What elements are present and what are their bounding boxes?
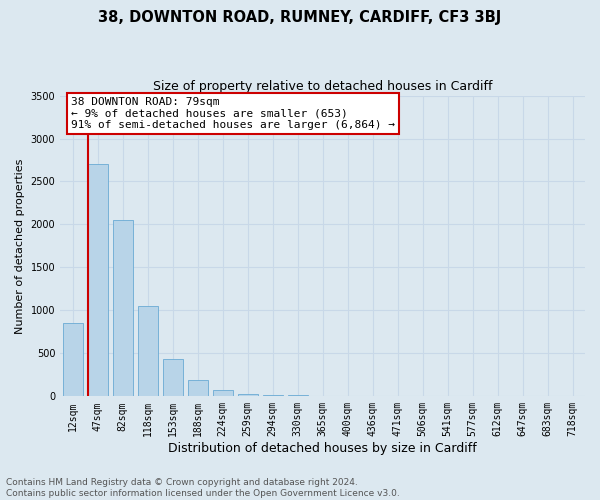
- Bar: [137, 306, 158, 396]
- Title: Size of property relative to detached houses in Cardiff: Size of property relative to detached ho…: [153, 80, 493, 93]
- Bar: [163, 360, 182, 397]
- Text: Contains HM Land Registry data © Crown copyright and database right 2024.
Contai: Contains HM Land Registry data © Crown c…: [6, 478, 400, 498]
- Bar: [88, 164, 107, 396]
- Y-axis label: Number of detached properties: Number of detached properties: [15, 158, 25, 334]
- Bar: [212, 390, 233, 396]
- Bar: [238, 394, 257, 396]
- Text: 38, DOWNTON ROAD, RUMNEY, CARDIFF, CF3 3BJ: 38, DOWNTON ROAD, RUMNEY, CARDIFF, CF3 3…: [98, 10, 502, 25]
- Bar: [62, 324, 83, 396]
- X-axis label: Distribution of detached houses by size in Cardiff: Distribution of detached houses by size …: [168, 442, 477, 455]
- Bar: [113, 220, 133, 396]
- Bar: [263, 394, 283, 396]
- Text: 38 DOWNTON ROAD: 79sqm
← 9% of detached houses are smaller (653)
91% of semi-det: 38 DOWNTON ROAD: 79sqm ← 9% of detached …: [71, 97, 395, 130]
- Bar: [188, 380, 208, 396]
